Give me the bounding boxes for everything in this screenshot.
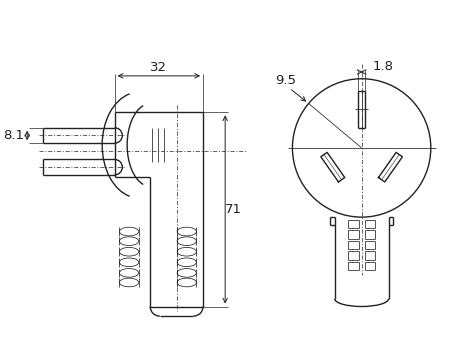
Text: 9.5: 9.5 (275, 74, 296, 87)
Text: 32: 32 (150, 61, 167, 74)
Text: 8.1: 8.1 (3, 129, 24, 142)
Text: 71: 71 (225, 203, 242, 216)
Text: 1.8: 1.8 (372, 60, 393, 73)
